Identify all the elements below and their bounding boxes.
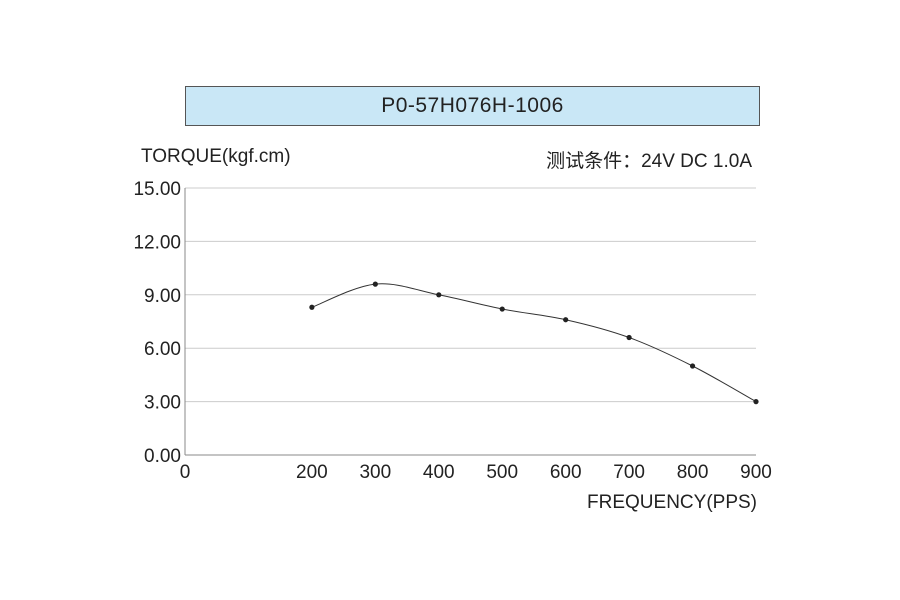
- y-tick-label: 0.00: [144, 446, 181, 467]
- test-condition-label: 测试条件：24V DC 1.0A: [546, 151, 752, 172]
- x-tick-labels: 0 200 300 400 500 600 700 800 900: [180, 462, 772, 483]
- data-point: [563, 317, 569, 323]
- data-point: [309, 304, 315, 310]
- grid-lines: [185, 187, 756, 403]
- series-group: [309, 281, 759, 405]
- x-tick-label: 0: [180, 462, 191, 483]
- data-point: [753, 399, 759, 405]
- data-point: [626, 334, 632, 341]
- data-point: [689, 363, 696, 369]
- x-tick-label: 600: [550, 462, 582, 483]
- data-point: [499, 306, 505, 312]
- x-tick-label: 900: [740, 462, 772, 483]
- y-axis-label: TORQUE(kgf.cm): [141, 146, 291, 167]
- y-tick-label: 9.00: [144, 286, 181, 307]
- series-line: [311, 283, 757, 403]
- y-tick-labels: 0.00 3.00 6.00 9.00 12.00 15.00: [133, 179, 181, 467]
- axes: [184, 188, 756, 456]
- y-tick-label: 12.00: [133, 232, 181, 253]
- x-tick-label: 400: [423, 462, 455, 483]
- x-tick-label: 300: [359, 462, 391, 483]
- data-point: [372, 281, 378, 287]
- data-point: [436, 292, 442, 298]
- y-tick-label: 3.00: [144, 393, 181, 414]
- x-tick-label: 700: [613, 462, 645, 483]
- x-axis-label: FREQUENCY(PPS): [587, 492, 757, 513]
- x-tick-label: 800: [677, 462, 709, 483]
- y-tick-label: 6.00: [144, 339, 181, 360]
- chart-title-box: P0-57H076H-1006: [185, 86, 760, 126]
- x-tick-label: 500: [486, 462, 518, 483]
- y-tick-label: 15.00: [133, 179, 181, 200]
- x-tick-label: 200: [296, 462, 328, 483]
- chart-title: P0-57H076H-1006: [381, 94, 564, 117]
